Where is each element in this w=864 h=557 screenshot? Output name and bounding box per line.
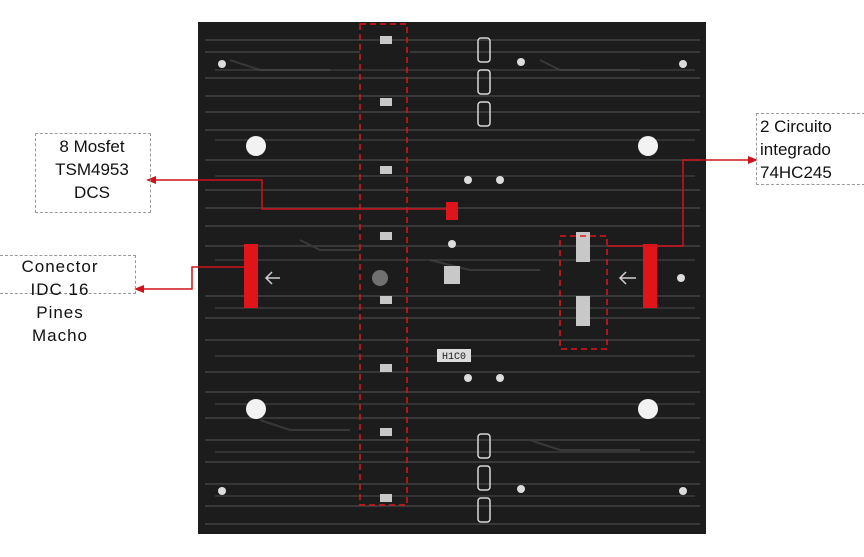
idc-connector-right xyxy=(643,244,657,308)
leader-arrowheads xyxy=(134,156,758,293)
connector-label-box xyxy=(0,255,136,294)
mosfet-region xyxy=(359,23,408,506)
mounting-holes xyxy=(246,136,658,419)
arrow-left-icon xyxy=(264,271,280,285)
chip-footprints xyxy=(477,37,491,523)
arrow-left-icon xyxy=(618,271,636,285)
mosfet-label-box xyxy=(35,133,151,213)
screw-pads xyxy=(218,58,687,495)
leader-lines xyxy=(140,159,752,290)
connector-label: Conector IDC 16 Pines Macho xyxy=(21,257,99,345)
idc-connector-left xyxy=(244,244,258,308)
highlight-component xyxy=(446,202,458,220)
ic-region xyxy=(559,235,608,350)
ic-label: 2 Circuito integrado 74HC245 xyxy=(760,117,832,182)
chip-marking: H1C0 xyxy=(437,349,471,363)
chip-pins xyxy=(380,36,590,502)
ic-label-box xyxy=(756,113,864,185)
chip-marking-text: H1C0 xyxy=(442,352,466,363)
mosfet-label: 8 Mosfet TSM4953 DCS xyxy=(55,137,129,202)
pcb-traces-thin xyxy=(215,69,695,497)
